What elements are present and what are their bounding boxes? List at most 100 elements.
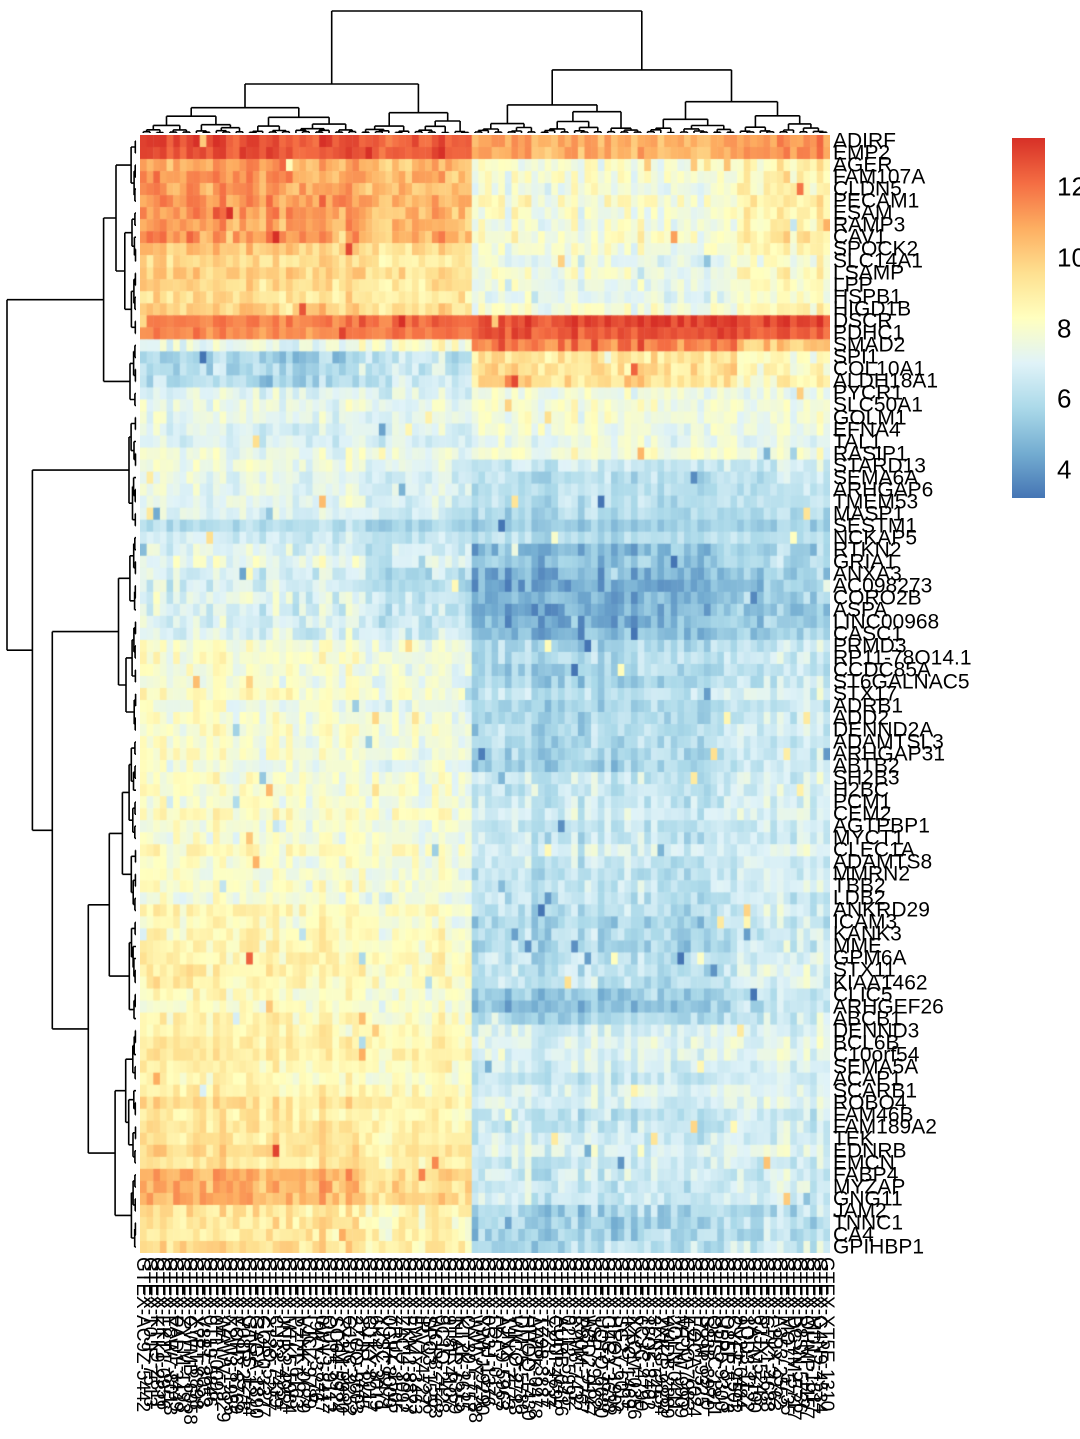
row-label: TBB2 — [833, 874, 886, 898]
row-label: STX17 — [833, 682, 898, 706]
row-label: ADD2 — [833, 706, 890, 730]
row-label: EMP2 — [833, 141, 891, 165]
row-label: RAMP3 — [833, 213, 906, 237]
row-label: EMCN — [833, 1151, 895, 1175]
row-label: DENND2A — [833, 718, 934, 742]
heatmap-matrix — [140, 135, 830, 1253]
row-label: AC098273 — [833, 574, 933, 598]
row-label: KANK3 — [833, 922, 902, 946]
row-label: RASIP1 — [833, 442, 908, 466]
row-label: CLDN5 — [833, 177, 902, 201]
row-label: GRIA1 — [833, 550, 897, 574]
color-key-tick: 10 — [1057, 242, 1080, 273]
row-label: ARHGEF26 — [833, 995, 944, 1019]
row-label: ICAM3 — [833, 910, 898, 934]
row-label: MYZAP — [833, 1175, 906, 1199]
row-label: DSCR — [833, 309, 893, 333]
row-label: AGTPBP1 — [833, 814, 930, 838]
row-label: CLEC1A — [833, 838, 915, 862]
row-label: GPM6A — [833, 946, 907, 970]
column-label: GTEX-XT5E-1310 — [815, 1257, 837, 1412]
row-label: LPP — [833, 273, 873, 297]
row-label: ACAP1 — [833, 1067, 902, 1091]
row-label: DENND3 — [833, 1019, 920, 1043]
row-label: ST6GALNAC5 — [833, 670, 970, 694]
row-label: ESAM — [833, 201, 893, 225]
row-label: LINC00968 — [833, 610, 940, 634]
row-label: CORO2B — [833, 586, 922, 610]
row-label: LSAMP — [833, 261, 905, 285]
row-label: ARHGAP6 — [833, 478, 934, 502]
row-label: H2BC — [833, 778, 890, 802]
row-label: SH2B3 — [833, 766, 900, 790]
row-label: TEK — [833, 1127, 874, 1151]
row-label: ADIRF — [833, 129, 896, 153]
row-label: HSPB1 — [833, 285, 902, 309]
row-label: SCARB1 — [833, 1079, 918, 1103]
row-label: ABTB2 — [833, 754, 900, 778]
row-label: FAM107A — [833, 165, 926, 189]
row-label: CA4 — [833, 1223, 874, 1247]
row-label: EDNRB — [833, 1139, 907, 1163]
row-label: MASP1 — [833, 502, 905, 526]
row-label: ANKRD29 — [833, 898, 930, 922]
row-label: C10orf54 — [833, 1043, 920, 1067]
row-label: SPOCK2 — [833, 237, 919, 261]
row-label: PYCR1 — [833, 381, 904, 405]
row-label: JAM2 — [833, 1199, 887, 1223]
row-label: GPIHBP1 — [833, 1235, 925, 1259]
row-label: MME — [833, 934, 882, 958]
row-label: RP11-78O14.1 — [833, 646, 972, 670]
row-label: SMAD2 — [833, 333, 906, 357]
row-label: COL10A1 — [833, 357, 926, 381]
row-label: PECAM1 — [833, 189, 920, 213]
row-label: SESTM1 — [833, 514, 918, 538]
row-label: ARHGAP31 — [833, 742, 946, 766]
row-label: FABP4 — [833, 1163, 899, 1187]
row-label: PRMD3 — [833, 634, 907, 658]
row-label: RTKN2 — [833, 538, 902, 562]
row-label: LDB2 — [833, 886, 886, 910]
row-label: STARD13 — [833, 454, 926, 478]
row-dendrogram — [6, 140, 137, 1248]
row-label: STX11 — [833, 958, 896, 982]
row-label: PDHC1 — [833, 321, 905, 345]
row-label: ANXA3 — [833, 562, 902, 586]
row-label: HIGD1B — [833, 297, 912, 321]
row-label: SPI1 — [833, 345, 879, 369]
color-key-tick: 6 — [1057, 383, 1072, 414]
row-label: ASPA — [833, 598, 888, 622]
row-label: ABCB1 — [833, 1007, 902, 1031]
row-label: SLC50A1 — [833, 393, 923, 417]
row-label: CCDC85A — [833, 658, 932, 682]
row-label: GOLM1 — [833, 406, 907, 429]
column-dendrogram — [142, 10, 828, 133]
row-label: ALDH18A1 — [833, 369, 939, 393]
row-label: NCKAP5 — [833, 526, 918, 550]
row-label: PCM1 — [833, 790, 892, 814]
row-label: KIAA1462 — [833, 971, 928, 995]
color-key-gradient — [1012, 138, 1045, 498]
row-label: SEMA5A — [833, 1055, 919, 1079]
row-label: BCL6B — [833, 1031, 900, 1055]
row-label: MMRN2 — [833, 862, 910, 886]
color-key-tick: 4 — [1057, 454, 1072, 485]
row-label: ROBO4 — [833, 1091, 907, 1115]
row-label: ADAMTS8 — [833, 850, 933, 874]
row-label: CLIC5 — [833, 983, 893, 1007]
row-label: FAM46B — [833, 1103, 914, 1127]
row-label: CASC1 — [833, 622, 904, 646]
row-label: SEMA6A — [833, 466, 919, 490]
row-label: CEM2 — [833, 802, 892, 826]
row-label: TAL1 — [833, 430, 882, 454]
row-label: SLC14A1 — [833, 249, 923, 273]
row-label: FAM189A2 — [833, 1115, 937, 1139]
row-label: GNG11 — [833, 1187, 903, 1211]
row-label: MYCT1 — [833, 826, 905, 850]
row-label: CAV1 — [833, 225, 887, 249]
row-label: TMEM53 — [833, 490, 919, 514]
row-label: ADRB1 — [833, 694, 904, 718]
row-label: ADAMTSL3 — [833, 730, 944, 754]
row-label: TNNC1 — [833, 1211, 904, 1235]
